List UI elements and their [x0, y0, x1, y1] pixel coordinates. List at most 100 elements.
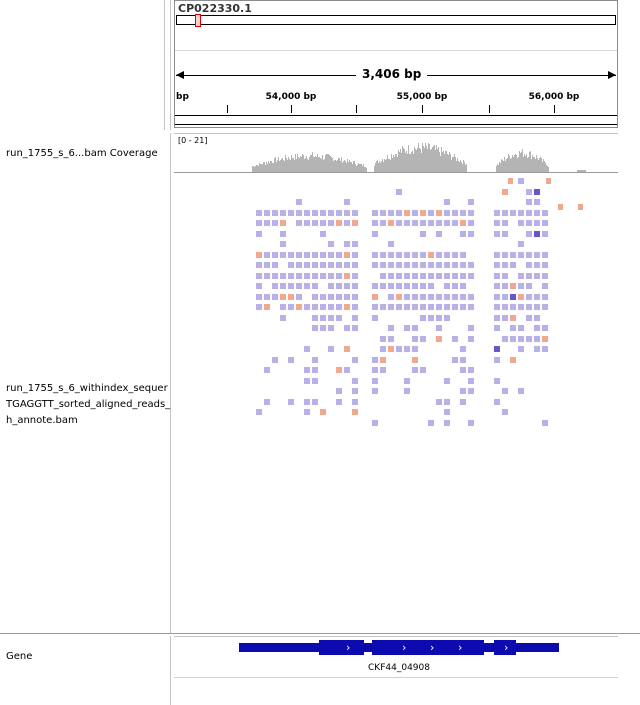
aligned-read[interactable] — [468, 378, 474, 384]
aligned-read[interactable] — [304, 220, 310, 226]
aligned-read[interactable] — [420, 210, 426, 216]
aligned-read[interactable] — [526, 304, 532, 310]
aligned-read[interactable] — [428, 273, 434, 279]
aligned-read[interactable] — [280, 252, 286, 258]
aligned-read[interactable] — [312, 357, 318, 363]
aligned-read[interactable] — [304, 273, 310, 279]
aligned-read[interactable] — [312, 220, 318, 226]
aligned-read[interactable] — [460, 294, 466, 300]
aligned-read[interactable] — [304, 346, 310, 352]
aligned-read[interactable] — [494, 220, 500, 226]
aligned-read[interactable] — [502, 189, 508, 195]
aligned-read[interactable] — [256, 252, 262, 258]
aligned-read[interactable] — [546, 178, 551, 184]
aligned-read[interactable] — [336, 399, 342, 405]
aligned-read[interactable] — [264, 273, 270, 279]
aligned-read[interactable] — [272, 357, 278, 363]
aligned-read[interactable] — [404, 283, 410, 289]
aligned-read[interactable] — [372, 367, 378, 373]
aligned-read[interactable] — [296, 294, 302, 300]
aligned-read[interactable] — [404, 262, 410, 268]
aligned-read[interactable] — [428, 220, 434, 226]
aligned-read[interactable] — [542, 262, 548, 268]
aligned-read[interactable] — [542, 294, 548, 300]
coverage-track-name[interactable]: run_1755_s_6...bam Coverage — [6, 148, 158, 159]
aligned-read[interactable] — [494, 210, 500, 216]
aligned-read[interactable] — [420, 294, 426, 300]
gene-exon-1[interactable] — [319, 640, 364, 655]
aligned-read[interactable] — [296, 199, 302, 205]
aligned-read[interactable] — [444, 252, 450, 258]
aligned-read[interactable] — [304, 252, 310, 258]
aligned-read[interactable] — [288, 283, 294, 289]
aligned-read[interactable] — [502, 252, 508, 258]
aligned-read[interactable] — [460, 220, 466, 226]
aligned-read[interactable] — [428, 262, 434, 268]
aligned-read[interactable] — [502, 315, 508, 321]
aligned-read[interactable] — [510, 262, 516, 268]
aligned-read[interactable] — [352, 273, 358, 279]
aligned-read[interactable] — [372, 294, 378, 300]
aligned-read[interactable] — [352, 409, 358, 415]
aligned-read[interactable] — [388, 283, 394, 289]
aligned-read[interactable] — [344, 273, 350, 279]
aligned-read[interactable] — [396, 273, 402, 279]
aligned-read[interactable] — [404, 388, 410, 394]
aligned-read[interactable] — [526, 273, 532, 279]
aligned-read[interactable] — [404, 220, 410, 226]
aligned-read[interactable] — [460, 346, 466, 352]
aligned-read[interactable] — [444, 199, 450, 205]
aligned-read[interactable] — [420, 231, 426, 237]
gene-track-name[interactable]: Gene — [6, 651, 33, 662]
aligned-read[interactable] — [502, 220, 508, 226]
gene-exon-2[interactable] — [372, 640, 484, 655]
aligned-read[interactable] — [510, 357, 516, 363]
aligned-read[interactable] — [280, 231, 286, 237]
aligned-read[interactable] — [502, 273, 508, 279]
aligned-read[interactable] — [428, 283, 434, 289]
aligned-read[interactable] — [428, 315, 434, 321]
aligned-read[interactable] — [320, 325, 326, 331]
aligned-read[interactable] — [518, 220, 524, 226]
aligned-read[interactable] — [328, 252, 334, 258]
aligned-read[interactable] — [468, 294, 474, 300]
aligned-read[interactable] — [452, 220, 458, 226]
aligned-read[interactable] — [502, 336, 508, 342]
aligned-read[interactable] — [412, 210, 418, 216]
aligned-read[interactable] — [320, 315, 326, 321]
aligned-read[interactable] — [328, 294, 334, 300]
aligned-read[interactable] — [264, 367, 270, 373]
aligned-read[interactable] — [288, 304, 294, 310]
aligned-read[interactable] — [388, 273, 394, 279]
aligned-read[interactable] — [468, 420, 474, 426]
aligned-read[interactable] — [460, 231, 466, 237]
aligned-read[interactable] — [444, 294, 450, 300]
aligned-read[interactable] — [352, 252, 358, 258]
aligned-read[interactable] — [468, 199, 474, 205]
aligned-read[interactable] — [344, 220, 350, 226]
aligned-read[interactable] — [352, 220, 358, 226]
aligned-read[interactable] — [336, 304, 342, 310]
aligned-read[interactable] — [380, 220, 386, 226]
aligned-read[interactable] — [412, 262, 418, 268]
aligned-read[interactable] — [280, 315, 286, 321]
aligned-read[interactable] — [542, 220, 548, 226]
aligned-read[interactable] — [428, 420, 434, 426]
aligned-read[interactable] — [502, 409, 508, 415]
aligned-read[interactable] — [312, 378, 318, 384]
aligned-read[interactable] — [420, 304, 426, 310]
aligned-read[interactable] — [526, 210, 532, 216]
aligned-read[interactable] — [436, 210, 442, 216]
aligned-read[interactable] — [328, 346, 334, 352]
aligned-read[interactable] — [460, 399, 466, 405]
aligned-read[interactable] — [396, 346, 402, 352]
aligned-read[interactable] — [420, 273, 426, 279]
aligned-read[interactable] — [460, 367, 466, 373]
aligned-read[interactable] — [388, 325, 394, 331]
aligned-read[interactable] — [460, 357, 466, 363]
aligned-read[interactable] — [372, 262, 378, 268]
aligned-read[interactable] — [510, 325, 516, 331]
aligned-read[interactable] — [420, 367, 426, 373]
aligned-read[interactable] — [304, 210, 310, 216]
aligned-read[interactable] — [468, 220, 474, 226]
